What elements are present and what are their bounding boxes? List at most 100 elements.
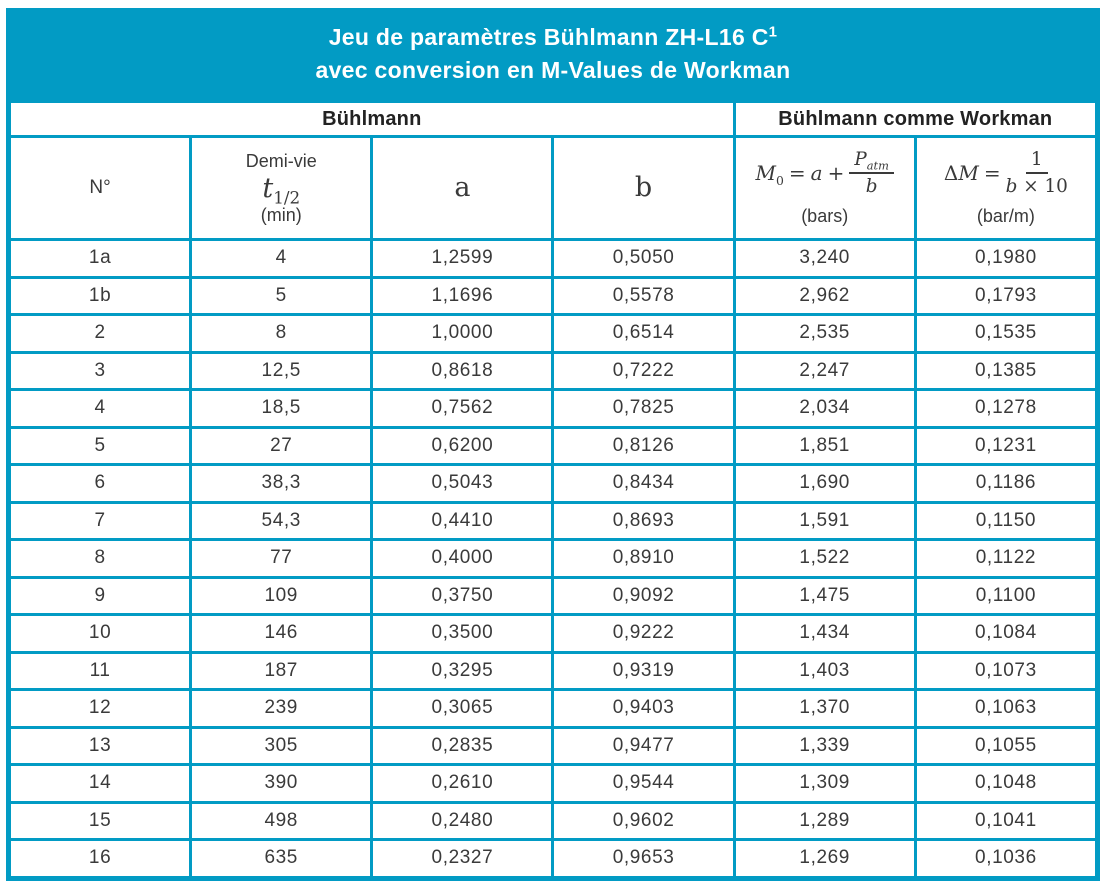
cell-half-life: 18,5: [192, 391, 371, 426]
column-header-row: N° Demi-vie t1/2 (min) a b M0 = a: [11, 138, 1095, 238]
table-row: 4 18,5 0,7562 0,7825 2,034 0,1278: [11, 391, 1095, 426]
title-line-1: Jeu de paramètres Bühlmann ZH-L16 C1: [8, 21, 1098, 54]
cell-m0: 1,309: [735, 766, 914, 801]
table-row: 14 390 0,2610 0,9544 1,309 0,1048: [11, 766, 1095, 801]
cell-number: 5: [11, 428, 190, 463]
cell-number: 7: [11, 503, 190, 538]
cell-m0: 2,962: [735, 278, 914, 313]
cell-m0: 3,240: [735, 241, 914, 276]
m0-formula: M0 = a + Patm b: [736, 149, 914, 197]
cell-a: 0,3065: [373, 691, 552, 726]
cell-half-life: 635: [192, 841, 371, 876]
cell-half-life: 12,5: [192, 353, 371, 388]
m0-fraction: Patm b: [849, 149, 894, 197]
table-row: 3 12,5 0,8618 0,7222 2,247 0,1385: [11, 353, 1095, 388]
cell-m0: 1,851: [735, 428, 914, 463]
cell-delta-m: 0,1793: [916, 278, 1095, 313]
cell-a: 0,8618: [373, 353, 552, 388]
col-header-number: N°: [11, 138, 190, 238]
cell-number: 8: [11, 541, 190, 576]
table-head: Bühlmann Bühlmann comme Workman N° Demi-…: [11, 103, 1095, 238]
col-header-half-life: Demi-vie t1/2 (min): [192, 138, 371, 238]
cell-m0: 1,522: [735, 541, 914, 576]
cell-a: 0,3500: [373, 616, 552, 651]
group-header-row: Bühlmann Bühlmann comme Workman: [11, 103, 1095, 135]
cell-half-life: 77: [192, 541, 371, 576]
cell-delta-m: 0,1385: [916, 353, 1095, 388]
cell-b: 0,8126: [554, 428, 733, 463]
cell-m0: 1,690: [735, 466, 914, 501]
cell-a: 0,5043: [373, 466, 552, 501]
cell-a: 1,0000: [373, 316, 552, 351]
table-row: 11 187 0,3295 0,9319 1,403 0,1073: [11, 653, 1095, 688]
table-row: 13 305 0,2835 0,9477 1,339 0,1055: [11, 728, 1095, 763]
cell-delta-m: 0,1278: [916, 391, 1095, 426]
cell-m0: 1,339: [735, 728, 914, 763]
cell-delta-m: 0,1073: [916, 653, 1095, 688]
group-header-buhlmann: Bühlmann: [11, 103, 733, 135]
cell-number: 1a: [11, 241, 190, 276]
group-header-workman: Bühlmann comme Workman: [735, 103, 1095, 135]
cell-number: 16: [11, 841, 190, 876]
cell-number: 14: [11, 766, 190, 801]
cell-half-life: 38,3: [192, 466, 371, 501]
cell-b: 0,5578: [554, 278, 733, 313]
delta-m-formula: ΔM = 1 b × 10: [943, 149, 1068, 197]
cell-number: 13: [11, 728, 190, 763]
cell-m0: 2,034: [735, 391, 914, 426]
col-header-delta-m: ΔM = 1 b × 10 (bar/m): [916, 138, 1095, 238]
table-row: 7 54,3 0,4410 0,8693 1,591 0,1150: [11, 503, 1095, 538]
cell-b: 0,8693: [554, 503, 733, 538]
table-row: 5 27 0,6200 0,8126 1,851 0,1231: [11, 428, 1095, 463]
delta-m-fraction: 1 b × 10: [1005, 149, 1068, 197]
cell-b: 0,9477: [554, 728, 733, 763]
delta-m-unit: (bar/m): [976, 206, 1035, 226]
cell-number: 4: [11, 391, 190, 426]
cell-m0: 1,434: [735, 616, 914, 651]
cell-m0: 2,535: [735, 316, 914, 351]
parameter-table-card: Jeu de paramètres Bühlmann ZH-L16 C1 ave…: [6, 8, 1100, 881]
table-row: 8 77 0,4000 0,8910 1,522 0,1122: [11, 541, 1095, 576]
cell-a: 0,2835: [373, 728, 552, 763]
m0-unit: (bars): [801, 206, 849, 226]
half-life-label: Demi-vie: [245, 151, 317, 171]
table-row: 1a 4 1,2599 0,5050 3,240 0,1980: [11, 241, 1095, 276]
table-body: 1a 4 1,2599 0,5050 3,240 0,1980 1b 5 1,1…: [11, 241, 1095, 876]
cell-m0: 1,370: [735, 691, 914, 726]
cell-half-life: 498: [192, 803, 371, 838]
cell-delta-m: 0,1100: [916, 578, 1095, 613]
cell-m0: 1,475: [735, 578, 914, 613]
cell-half-life: 109: [192, 578, 371, 613]
cell-b: 0,9319: [554, 653, 733, 688]
cell-b: 0,9602: [554, 803, 733, 838]
cell-delta-m: 0,1231: [916, 428, 1095, 463]
cell-a: 0,2327: [373, 841, 552, 876]
cell-half-life: 187: [192, 653, 371, 688]
cell-b: 0,9544: [554, 766, 733, 801]
cell-half-life: 8: [192, 316, 371, 351]
col-header-b: b: [554, 138, 733, 238]
cell-b: 0,9653: [554, 841, 733, 876]
table-row: 2 8 1,0000 0,6514 2,535 0,1535: [11, 316, 1095, 351]
cell-a: 0,3295: [373, 653, 552, 688]
table-row: 16 635 0,2327 0,9653 1,269 0,1036: [11, 841, 1095, 876]
cell-delta-m: 0,1150: [916, 503, 1095, 538]
cell-half-life: 146: [192, 616, 371, 651]
cell-half-life: 54,3: [192, 503, 371, 538]
table-title: Jeu de paramètres Bühlmann ZH-L16 C1 ave…: [8, 10, 1098, 100]
cell-b: 0,5050: [554, 241, 733, 276]
cell-half-life: 27: [192, 428, 371, 463]
table-row: 9 109 0,3750 0,9092 1,475 0,1100: [11, 578, 1095, 613]
cell-a: 0,2480: [373, 803, 552, 838]
table-row: 6 38,3 0,5043 0,8434 1,690 0,1186: [11, 466, 1095, 501]
cell-number: 11: [11, 653, 190, 688]
table-row: 15 498 0,2480 0,9602 1,289 0,1041: [11, 803, 1095, 838]
table-row: 1b 5 1,1696 0,5578 2,962 0,1793: [11, 278, 1095, 313]
title-text: Jeu de paramètres Bühlmann ZH-L16 C: [328, 24, 769, 50]
cell-number: 6: [11, 466, 190, 501]
cell-a: 1,1696: [373, 278, 552, 313]
half-life-unit: (min): [260, 204, 302, 225]
cell-b: 0,9222: [554, 616, 733, 651]
cell-a: 0,4410: [373, 503, 552, 538]
col-header-a: a: [373, 138, 552, 238]
